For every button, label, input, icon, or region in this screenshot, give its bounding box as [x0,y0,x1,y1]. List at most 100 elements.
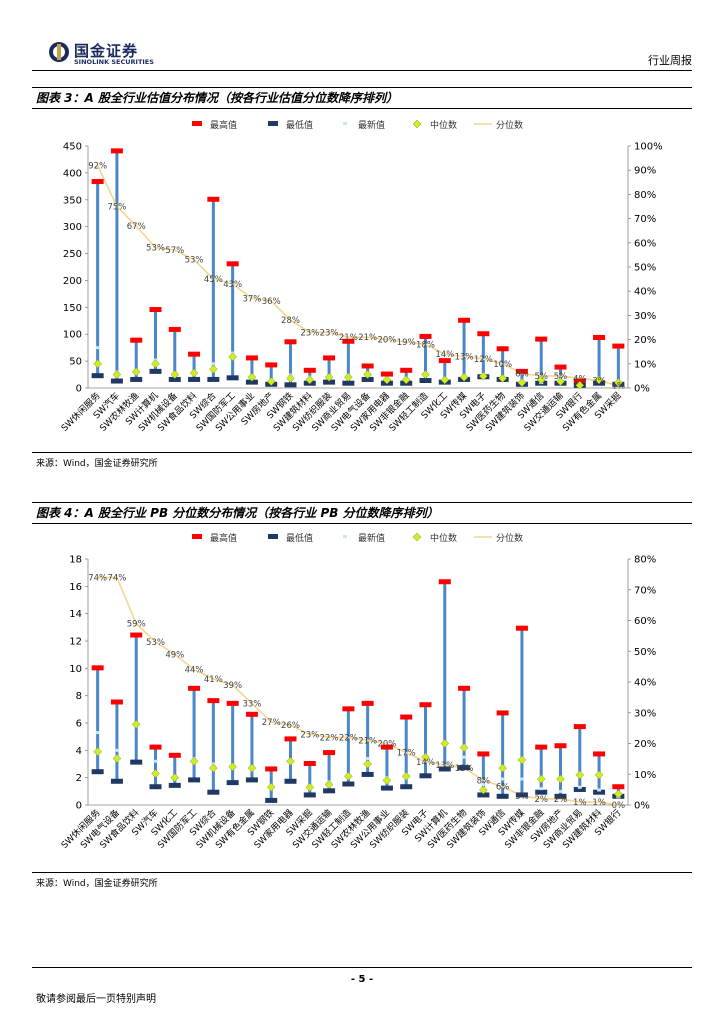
range-bar [115,702,119,782]
fig4-chart: 最高值 最低值 最新值 中位数 分位数 0 2 4 6 8 10 12 14 16 18 0% 10% 20% 30… [58,532,656,851]
range-bar [211,199,215,380]
percentile-data-label: 1% [573,798,587,808]
range-bar [424,336,427,382]
percentile-data-label: 18% [416,340,435,350]
median-marker [382,375,392,385]
min-marker [265,797,278,803]
median-marker [305,782,315,792]
max-marker [419,333,432,339]
max-marker [419,702,432,708]
fig4-top-rule [32,502,692,503]
y2-tick-label: 60% [634,238,656,249]
fig3-chart: 最高值 最低值 最新值 中位数 分位数 0 50 100 150 200 250 300 350 400 4… [58,119,662,434]
range-bar [462,320,466,380]
legend-median-swatch [412,119,422,129]
percentile-data-label: 28% [281,316,300,326]
median-marker [556,377,565,386]
max-marker [303,761,316,766]
median-marker [228,352,237,362]
min-marker [342,380,355,386]
y2-tick-label: 40% [634,287,656,298]
min-marker [361,771,374,777]
median-marker [286,756,295,766]
min-marker [593,789,606,795]
y-tick-label: 16 [69,582,82,593]
max-marker [535,744,548,750]
range-bar [559,746,562,797]
min-marker [535,789,548,795]
median-marker [324,780,334,789]
min-marker [110,378,123,384]
percentile-data-label: 67% [127,222,146,232]
range-bar [346,341,350,384]
y-tick-label: 10 [69,664,82,675]
range-bar [192,354,196,380]
legend: 最高值 最低值 最新值 中位数 分位数 [192,532,523,544]
min-marker [284,778,297,784]
latest-marker [211,362,216,366]
max-marker [438,579,451,585]
range-bar [115,151,119,382]
max-marker [400,714,413,720]
max-marker [245,711,258,717]
legend-label: 中位数 [430,119,457,131]
median-marker [556,774,565,784]
median-marker [401,375,411,385]
range-bar [443,361,447,383]
percentile-data-label: 23% [320,328,339,338]
min-marker [342,781,355,787]
percentile-data-label: 75% [107,203,126,213]
percentile-data-label: 12% [474,355,493,365]
y-tick-label: 0 [76,384,82,395]
min-marker [419,378,432,384]
legend-label: 最低值 [286,119,313,131]
percentile-data-label: 12% [455,764,474,774]
min-marker [419,773,432,779]
y-tick-label: 200 [63,276,82,287]
min-marker [361,376,374,382]
median-marker [363,370,372,379]
percentile-data-label: 2% [554,795,568,805]
range-bar [327,358,331,383]
median-marker [344,372,353,382]
percentile-data-label: 74% [107,573,126,583]
range-bar [597,337,601,384]
fig3-title: 图表 3：A 股全行业估值分布情况（按各行业估值分位数降序排列） [36,91,398,105]
range-bar [154,310,157,372]
percentile-data-label: 6% [496,783,510,793]
latest-marker [153,759,158,763]
latest-marker [462,755,467,759]
max-marker [130,632,143,638]
percentile-line [96,165,619,387]
max-marker [477,751,490,757]
percentile-data-label: 1% [592,798,606,808]
max-marker [496,346,509,352]
y2-tick-label: 0% [634,801,650,812]
percentile-data-label: 53% [146,244,165,254]
range-bar [539,339,543,384]
y2-tick-label: 10% [634,770,656,781]
max-marker [207,698,220,704]
min-marker [458,765,471,771]
fig3-source: 来源：Wind，国金证券研究所 [36,459,158,469]
median-marker [459,743,469,752]
percentile-data-label: 59% [127,620,146,630]
y-tick-label: 18 [69,555,82,566]
latest-marker [519,777,524,781]
median-marker [440,739,450,748]
max-marker [612,784,625,790]
max-marker [265,766,278,772]
range-bar [481,334,485,378]
percentile-data-label: 8% [477,776,491,786]
median-marker [498,763,507,773]
percentile-data-label: 2% [534,795,548,805]
min-marker [496,793,509,799]
min-marker [91,769,104,775]
max-marker [342,706,355,712]
percentile-data-label: 53% [185,256,204,266]
range-bar [96,182,100,377]
legend-low-swatch [268,121,278,126]
logo-english-name: SINOLINK SECURITIES [74,58,154,66]
range-bar [501,713,505,797]
percentile-data-label: 13% [455,353,474,363]
